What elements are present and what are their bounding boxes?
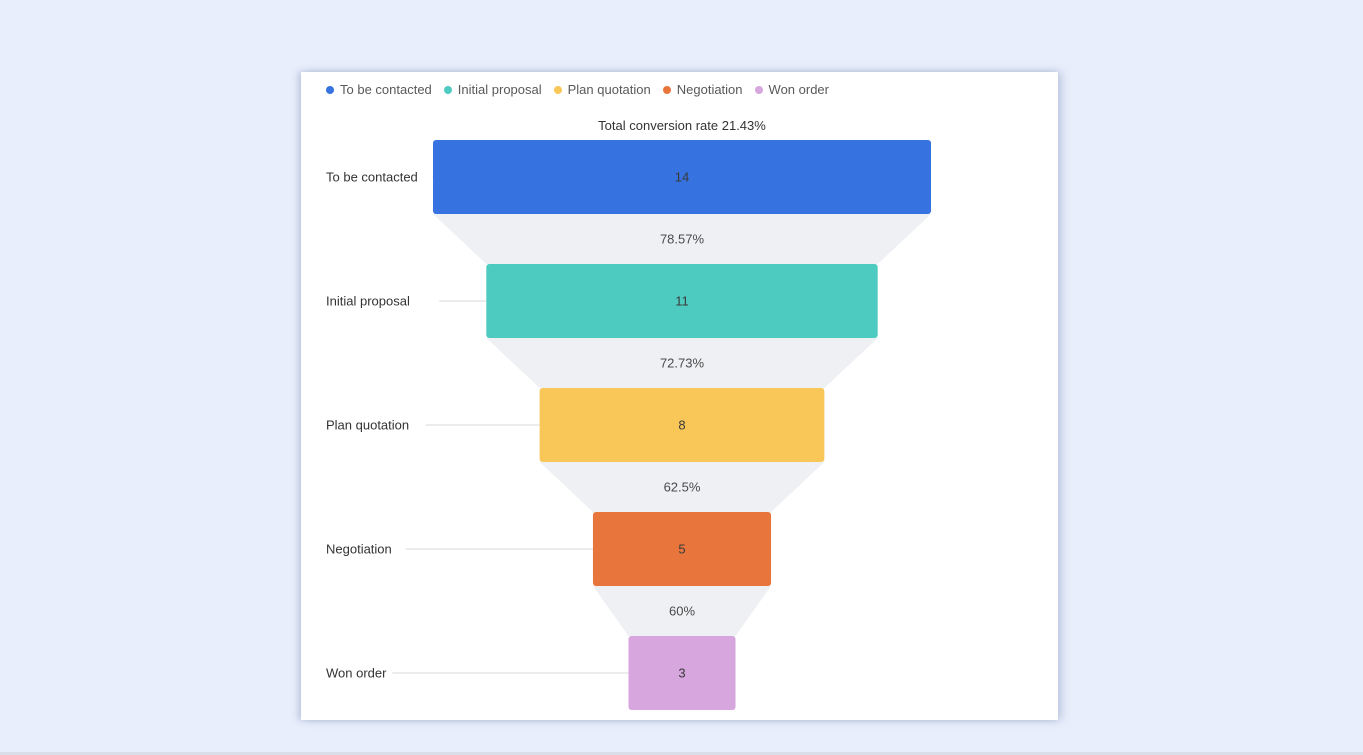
legend-item-5[interactable]: Won order	[754, 82, 829, 97]
funnel-bar-2[interactable]	[486, 264, 878, 338]
legend-dot-icon	[443, 85, 452, 94]
funnel-connector-1	[433, 214, 931, 264]
conversion-rate-label-2: 72.73%	[659, 355, 705, 371]
funnel-bar-1[interactable]	[433, 140, 931, 214]
legend-label: Plan quotation	[567, 82, 651, 97]
legend-label: Negotiation	[676, 82, 743, 97]
chart-title: Total conversion rate 21.43%	[598, 118, 766, 133]
funnel-connector-2	[486, 338, 878, 388]
legend-item-2[interactable]: Initial proposal	[443, 82, 542, 97]
legend-label: Initial proposal	[457, 82, 542, 97]
bar-value-label-3: 8	[678, 417, 686, 433]
chart-legend: To be contacted Initial proposal Plan quot…	[326, 82, 841, 97]
legend-dot-icon	[662, 85, 671, 94]
legend-item-3[interactable]: Plan quotation	[553, 82, 651, 97]
funnel-bar-3[interactable]	[539, 388, 825, 462]
legend-dot-icon	[326, 85, 334, 94]
bar-value-label-1: 14	[674, 169, 690, 185]
bar-value-label-5: 3	[678, 665, 686, 681]
stage-name-label-2: Initial proposal	[326, 293, 410, 309]
legend-dot-icon	[553, 85, 562, 94]
bar-value-label-2: 11	[675, 293, 689, 309]
legend-label: Won order	[768, 82, 829, 97]
funnel-bar-5[interactable]	[628, 636, 736, 710]
legend-label: To be contacted	[340, 82, 432, 97]
funnel-connector-4	[592, 586, 772, 636]
stage-name-label-1: To be contacted	[326, 169, 418, 185]
stage-name-label-3: Plan quotation	[326, 417, 410, 433]
bar-value-label-4: 5	[678, 541, 686, 557]
stage-name-label-5: Won order	[326, 665, 387, 681]
legend-dot-icon	[754, 85, 763, 94]
bottom-border	[0, 752, 1363, 755]
stage-name-label-4: Negotiation	[326, 541, 392, 557]
conversion-rate-label-3: 62.5%	[663, 479, 701, 495]
conversion-rate-label-4: 60%	[668, 603, 696, 619]
funnel-connector-3	[539, 462, 825, 512]
conversion-rate-label-1: 78.57%	[659, 231, 705, 247]
funnel-bar-4[interactable]	[592, 512, 772, 586]
legend-item-4[interactable]: Negotiation	[662, 82, 743, 97]
legend-item-1[interactable]: To be contacted	[326, 82, 432, 97]
chart-card: To be contacted Initial proposal Plan quot…	[301, 72, 1058, 720]
funnel-chart	[392, 140, 931, 710]
